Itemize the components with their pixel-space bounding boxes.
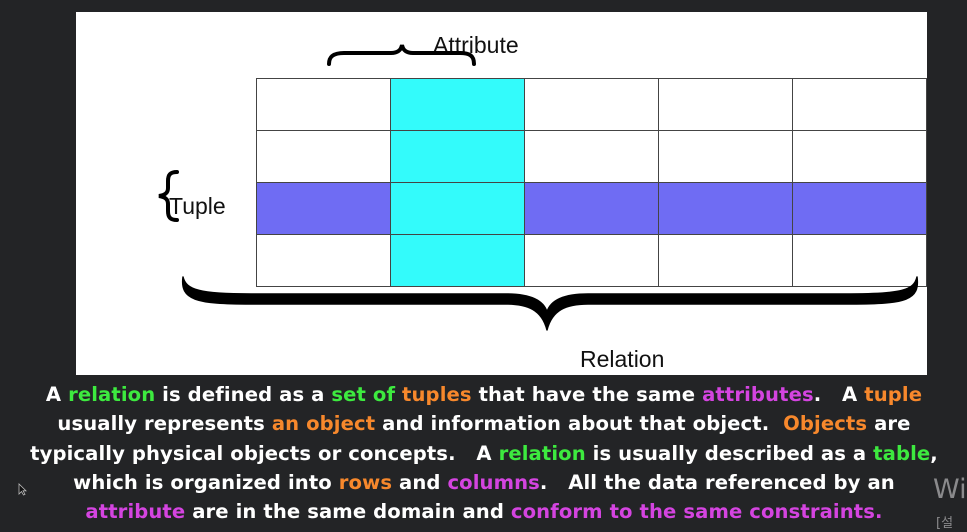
caption-keyword-green: relation: [498, 441, 586, 465]
diagram-panel: Attribute Tuple Relation: [76, 12, 927, 375]
table-cell: [658, 130, 793, 183]
tuple-brace: [158, 170, 179, 222]
table-cell: [256, 130, 391, 183]
windows-watermark-text: Wi: [933, 474, 967, 505]
tuple-row: [256, 130, 927, 183]
caption-keyword-orange: tuple: [864, 383, 923, 406]
caption-keyword-green: set of: [331, 383, 403, 406]
attribute-cell-highlighted: [390, 130, 525, 183]
relation-label: Relation: [580, 346, 665, 372]
attribute-cell-highlighted: [390, 234, 525, 287]
table-cell: [256, 234, 391, 287]
caption-line: which is organized into rows and columns…: [0, 468, 967, 497]
caption-keyword-orange: tuples: [402, 383, 472, 406]
tuple-cell-highlighted: [524, 182, 659, 235]
table-cell: [524, 234, 659, 287]
table-cell: [658, 234, 793, 287]
caption-keyword-orange: an object: [271, 412, 376, 436]
caption-text-segment: typically physical objects or concepts. …: [30, 441, 499, 465]
brace-overlay: [158, 44, 919, 331]
relation-table: [256, 78, 927, 287]
caption-text-segment: and information about that object.: [375, 412, 784, 436]
relation-brace: [181, 276, 919, 331]
caption-line: usually represents an object and informa…: [0, 409, 967, 438]
caption-text-segment: are: [867, 412, 911, 436]
attribute-brace: [327, 44, 476, 66]
tuple-row: [256, 234, 927, 287]
table-cell: [792, 130, 927, 183]
caption-text-segment: is usually described as a: [585, 441, 874, 465]
table-cell: [792, 78, 927, 131]
caption-keyword-magenta: columns: [447, 470, 540, 494]
caption-text-segment: that have the same: [471, 383, 703, 406]
caption-text-segment: usually represents: [57, 412, 272, 436]
caption-text: A relation is defined as a set of tuples…: [0, 380, 967, 526]
caption-keyword-green: relation: [68, 383, 156, 406]
table-cell: [792, 234, 927, 287]
tuple-cell-highlighted: [256, 182, 391, 235]
caption-text-segment: A: [45, 383, 69, 406]
table-cell: [658, 78, 793, 131]
table-cell: [524, 130, 659, 183]
tuple-label: Tuple: [169, 193, 226, 219]
mouse-pointer-icon: [18, 483, 27, 496]
caption-text-segment: and: [392, 470, 448, 494]
windows-watermark-subtext: [설: [936, 516, 954, 531]
tuple-row-highlighted: [256, 182, 927, 235]
tuple-cell-highlighted: [792, 182, 927, 235]
caption-line: typically physical objects or concepts. …: [0, 439, 967, 468]
caption-keyword-orange: Objects: [783, 412, 868, 436]
attribute-cell-highlighted: [390, 78, 525, 131]
tuple-cell-highlighted: [658, 182, 793, 235]
caption-text-segment: is defined as a: [155, 383, 332, 406]
caption-keyword-green: table: [873, 441, 931, 465]
attribute-cell-highlighted: [390, 182, 525, 235]
table-cell: [524, 78, 659, 131]
caption-text-segment: . A: [813, 383, 865, 406]
caption-text-segment: are in the same domain and: [185, 500, 511, 524]
caption-text-segment: ,: [930, 441, 938, 465]
caption-text-segment: which is organized into: [73, 470, 339, 494]
caption-line: A relation is defined as a set of tuples…: [0, 380, 967, 409]
tuple-row: [256, 78, 927, 131]
caption-text-segment: . All the data referenced by an: [539, 470, 895, 494]
caption-keyword-magenta: conform to the same constraints.: [510, 500, 883, 524]
caption-keyword-magenta: attribute: [85, 500, 186, 524]
caption-keyword-magenta: attributes: [702, 383, 814, 406]
caption-keyword-orange: rows: [338, 470, 393, 494]
caption-line: attribute are in the same domain and con…: [0, 497, 967, 526]
